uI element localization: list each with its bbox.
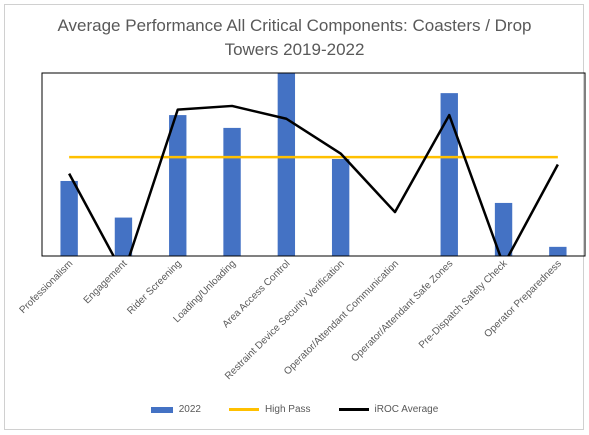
legend-label-2022: 2022 <box>178 404 201 415</box>
x-tick-label: Engagement <box>82 258 130 306</box>
x-tick-label: Operator/Attendant Communication <box>282 258 401 377</box>
bar-10 <box>549 246 567 256</box>
legend-item-2022: 2022 <box>150 404 201 415</box>
line-series <box>68 104 559 256</box>
legend-item-iroc-average: iROC Average <box>338 404 439 415</box>
legend-swatch-iroc-average <box>338 408 369 411</box>
chart-title-line-1: Average Performance All Critical Compone… <box>57 16 532 35</box>
legend-swatch-2022 <box>150 406 173 413</box>
x-tick-label: Operator/Attendant Safe Zones <box>349 258 455 364</box>
bar-9 <box>494 202 513 256</box>
legend-item-high-pass: High Pass <box>228 404 311 415</box>
bar-1 <box>60 180 78 256</box>
legend-label-iroc-average: iROC Average <box>374 404 439 415</box>
x-tick-label: Pre-Dispatch Safety Check <box>417 258 510 351</box>
chart-title: Average Performance All Critical Compone… <box>40 14 549 62</box>
legend-label-high-pass: High Pass <box>264 404 311 415</box>
bar-5 <box>277 73 296 256</box>
x-tick-label: Professionalism <box>18 258 76 316</box>
x-tick-label: Rider Screening <box>125 258 183 316</box>
bar-8 <box>440 93 458 256</box>
legend-swatch-high-pass <box>228 408 259 411</box>
line-iroc-average <box>68 104 559 256</box>
bar-6 <box>331 159 350 256</box>
bar-2 <box>114 217 133 256</box>
bar-4 <box>223 127 241 257</box>
legend: 2022 High Pass iROC Average <box>0 404 589 415</box>
bar-3 <box>169 115 187 256</box>
bar-series-2022 <box>60 73 567 257</box>
plot-area-border <box>41 72 586 257</box>
x-tick-label: Restraint Device Security Verification <box>223 258 347 382</box>
chart-title-line-2: Towers 2019-2022 <box>224 40 365 59</box>
